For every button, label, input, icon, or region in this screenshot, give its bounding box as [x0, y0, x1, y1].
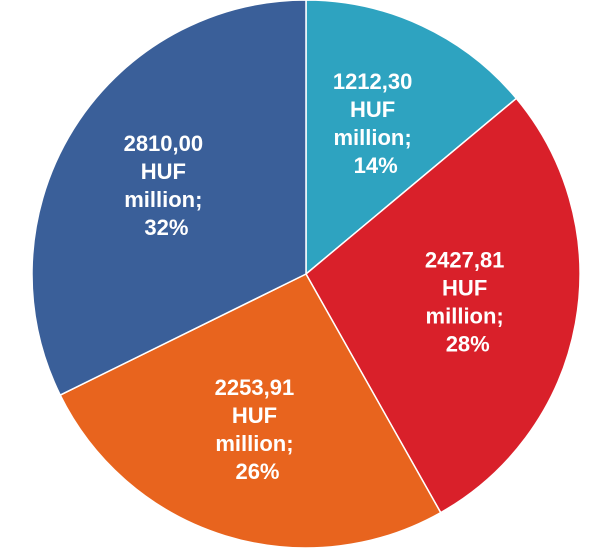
data-label-line: 14%	[354, 153, 398, 178]
data-label-line: million;	[426, 303, 510, 328]
data-label: 2810,00 HUF million; 32%	[124, 131, 210, 240]
data-label-line: million;	[215, 431, 299, 456]
data-label-line: HUF	[442, 275, 493, 300]
pie-slice	[305, 97, 581, 514]
data-label-line: 28%	[446, 331, 490, 356]
data-label-line: HUF	[350, 97, 401, 122]
pie-slice	[31, 0, 307, 397]
data-label-line: 2810,00	[124, 131, 210, 156]
data-label-line: 32%	[144, 215, 188, 240]
data-label-line: 26%	[235, 459, 279, 484]
data-label: 1212,30 HUF million; 14%	[333, 69, 419, 178]
pie-slice	[305, 0, 518, 276]
data-label-line: 1212,30	[333, 69, 419, 94]
data-label-line: 2427,81	[425, 247, 511, 272]
data-label-line: million;	[333, 125, 417, 150]
pie-slice	[59, 273, 442, 549]
data-label: 2253,91 HUF million; 26%	[215, 375, 301, 484]
data-label-line: HUF	[141, 159, 192, 184]
data-label-line: HUF	[232, 403, 283, 428]
data-label-line: million;	[124, 187, 208, 212]
data-label: 2427,81 HUF million; 28%	[425, 247, 511, 356]
data-label-line: 2253,91	[215, 375, 301, 400]
